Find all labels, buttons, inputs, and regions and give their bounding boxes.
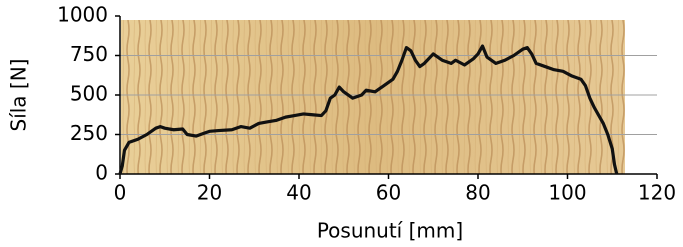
y-tick-label: 0 <box>95 161 108 185</box>
x-tick-label: 40 <box>286 181 311 205</box>
y-tick-label: 500 <box>70 82 108 106</box>
x-tick-label: 60 <box>376 181 401 205</box>
x-tick-label: 80 <box>465 181 490 205</box>
x-tick-label: 120 <box>638 181 676 205</box>
y-tick-label: 1000 <box>57 3 108 27</box>
x-tick-label: 20 <box>197 181 222 205</box>
x-tick-label: 0 <box>114 181 127 205</box>
wood-grain <box>121 20 625 174</box>
x-axis-label: Posunutí [mm] <box>317 219 463 243</box>
y-tick-label: 750 <box>70 42 108 66</box>
chart: Posunutí [mm] Síla [N] 0 250 500 750 1000 0 20… <box>0 0 683 247</box>
y-tick-label: 250 <box>70 121 108 145</box>
x-tick-label: 100 <box>548 181 586 205</box>
y-axis-label: Síla [N] <box>7 59 31 132</box>
